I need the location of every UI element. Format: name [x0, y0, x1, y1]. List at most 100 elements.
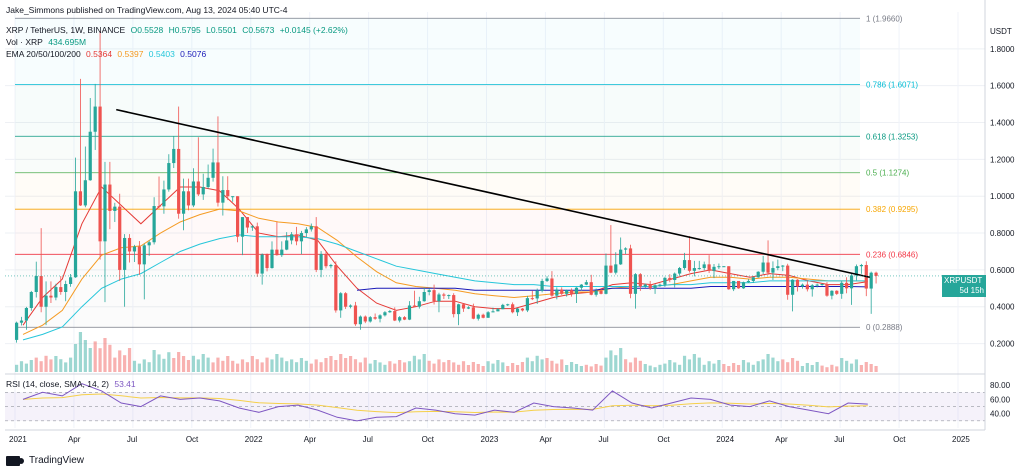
ema-legend: EMA 20/50/100/200 0.5364 0.5397 0.5403 0… [6, 49, 209, 59]
candle-body [815, 284, 819, 286]
candle-body [437, 294, 441, 302]
current-price-countdown: 5d 15h [959, 286, 984, 295]
candle-body [874, 272, 878, 276]
volume-bar [211, 362, 215, 372]
volume-bar [594, 364, 598, 372]
candle-body [132, 246, 137, 252]
candle-body [294, 234, 299, 242]
volume-bar [240, 359, 245, 372]
candle-body [501, 304, 505, 310]
volume-bar [319, 362, 323, 372]
volume-bar [751, 364, 755, 372]
candle-body [177, 148, 181, 214]
candle-body [103, 184, 107, 242]
volume-bar [874, 366, 878, 372]
volume-bar [68, 357, 73, 372]
volume-bar [314, 359, 318, 372]
volume-bar [614, 355, 618, 372]
price-tick-label: 0.8000 [990, 229, 1015, 238]
volume-bar [167, 352, 171, 372]
candle-body [732, 280, 736, 290]
candle-body [191, 181, 196, 206]
candle-body [525, 298, 529, 311]
volume-bar [466, 365, 471, 372]
volume-bar [736, 365, 741, 372]
candle-body [712, 266, 716, 271]
price-tick-label: 0.6000 [990, 266, 1015, 275]
candle-body [697, 268, 701, 270]
candle-body [118, 206, 122, 270]
ema-legend-label: EMA 20/50/100/200 [6, 49, 81, 59]
volume-bar [609, 350, 613, 372]
candle-body [727, 266, 731, 290]
time-tick-label: 2024 [716, 435, 734, 444]
time-tick-label: Apr [304, 435, 317, 444]
fib-level-label: 0.382 (0.9295) [866, 205, 918, 214]
time-tick-label: Oct [422, 435, 435, 444]
volume-bar [393, 363, 397, 372]
volume-bar [569, 362, 574, 372]
rsi-tick-label: 80.00 [990, 381, 1011, 390]
candle-body [452, 295, 456, 315]
candle-body [422, 292, 426, 302]
candle-body [530, 298, 534, 300]
volume-bar [732, 363, 736, 372]
volume-bar [722, 364, 726, 372]
candle-body [240, 217, 245, 237]
volume-bar [628, 362, 633, 372]
rsi-legend: RSI (14, close, SMA, 14, 2) 53.41 [6, 379, 139, 389]
volume-bar [221, 360, 225, 372]
volume-bar [540, 359, 544, 372]
volume-bar [795, 360, 800, 372]
candle-body [609, 265, 613, 273]
volume-bar [78, 332, 83, 372]
time-tick-label: Jul [127, 435, 137, 444]
volume-bar [535, 355, 539, 372]
candle-body [795, 279, 800, 287]
volume-bar [717, 360, 721, 372]
candle-body [324, 253, 328, 267]
candle-body [633, 274, 638, 294]
candle-body [201, 187, 205, 195]
candle-body [550, 278, 554, 296]
volume-bar [294, 362, 299, 372]
candle-body [486, 312, 490, 318]
tradingview-logo[interactable]: TradingView [6, 455, 84, 466]
volume-bar [373, 360, 377, 372]
candle-body [746, 280, 750, 283]
candle-body [535, 290, 539, 299]
volume-bar [638, 360, 642, 372]
time-tick-label: Jul [834, 435, 844, 444]
candle-body [211, 162, 215, 178]
volume-bar [849, 363, 854, 372]
candle-body [275, 249, 279, 256]
candle-body [245, 217, 250, 228]
volume-bar [668, 360, 672, 372]
candle-body [476, 314, 480, 319]
time-tick-label: Jul [598, 435, 608, 444]
volume-bar [98, 348, 102, 372]
candle-body [407, 305, 412, 320]
candle-body [491, 311, 495, 313]
volume-bar [54, 356, 58, 372]
volume-bar [692, 354, 696, 372]
candle-body [353, 305, 358, 325]
candle-body [186, 191, 191, 206]
ohlc-low: L0.5501 [206, 25, 237, 35]
candle-body [280, 249, 284, 256]
volume-bar [741, 360, 746, 372]
volume-bar [653, 367, 657, 372]
candle-body [594, 290, 598, 295]
candle-body [34, 276, 38, 292]
candle-body [368, 317, 372, 322]
volume-bar [452, 362, 456, 372]
candle-body [226, 190, 230, 197]
volume-bar [19, 361, 24, 372]
candle-body [589, 282, 593, 295]
ema-line [22, 234, 868, 341]
candle-body [398, 317, 402, 321]
volume-legend-value: 434.695M [48, 37, 87, 47]
candle-body [64, 284, 68, 292]
volume-bar [687, 359, 692, 372]
